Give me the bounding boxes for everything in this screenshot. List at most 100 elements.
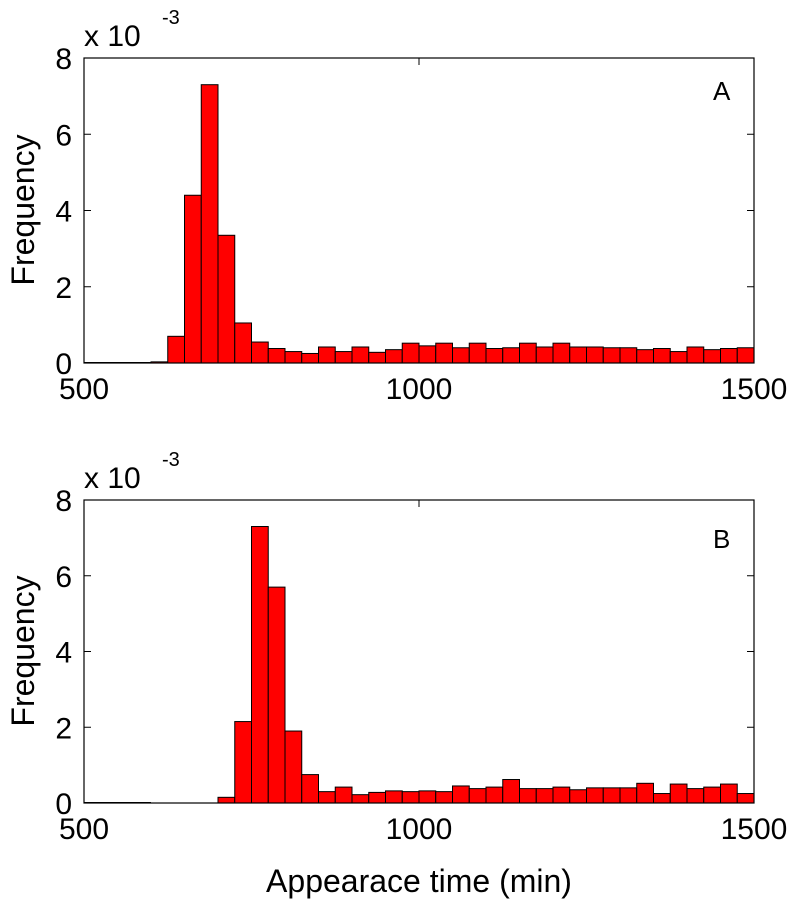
panel-a-exponent-prefix: x 10 (84, 20, 141, 53)
panel-a: 0 2 4 6 8 500 1000 1500 A x 10 -3 Frequency (5, 7, 787, 406)
panel-a-bar-6 (184, 194, 202, 364)
panel-a-bar-13 (301, 352, 319, 364)
panel-b-ytick-label-2: 4 (55, 637, 72, 670)
panel-a-bar-31 (602, 347, 621, 364)
panel-a-bar-24 (485, 348, 504, 364)
panel-b-ytick-label-0: 0 (55, 788, 72, 821)
panel-b-ticks: 0 2 4 6 8 500 1000 1500 (55, 485, 787, 846)
panel-a-bar-17 (368, 351, 386, 364)
panel-b-xtick-label-1: 1000 (386, 813, 453, 846)
panel-a-bar-12 (284, 351, 303, 364)
panel-b-xtick-label-2: 1500 (721, 813, 788, 846)
panel-b-bar-16 (351, 794, 370, 804)
panel-a-ytick-label-1: 2 (55, 272, 72, 305)
panel-b-bar-27 (535, 788, 554, 804)
panel-b-xtick-label-0: 500 (59, 813, 109, 846)
panel-b-bar-29 (569, 789, 587, 804)
panel-b-bar-31 (602, 787, 621, 804)
panel-b-bar-26 (519, 788, 537, 804)
panel-b-bar-11 (267, 586, 286, 804)
panel-b-bar-36 (686, 788, 705, 804)
panel-b-bar-17 (368, 791, 386, 804)
panel-b-exponent-power: -3 (162, 449, 180, 471)
panel-a-bar-20 (418, 345, 437, 364)
panel-b-bar-35 (669, 783, 688, 804)
panel-a-ytick-label-4: 8 (55, 43, 72, 76)
panel-b-bar-14 (318, 791, 336, 804)
panel-a-bar-25 (502, 347, 520, 364)
panel-b-ytick-label-3: 6 (55, 561, 72, 594)
panel-b-bar-10 (251, 526, 269, 804)
panel-a-bar-11 (267, 348, 286, 364)
panel-a-bar-37 (703, 349, 721, 364)
panel-a-exponent-power: -3 (162, 7, 180, 29)
panel-a-bar-22 (452, 347, 470, 364)
panel-b-bar-38 (720, 783, 738, 804)
panel-a-bar-30 (586, 346, 604, 364)
panel-a-bar-26 (519, 342, 537, 364)
panel-b-bar-37 (703, 786, 721, 804)
panel-a-bar-32 (619, 347, 638, 364)
panel-b-ytick-label-1: 2 (55, 712, 72, 745)
panel-b-ytick-label-4: 8 (55, 485, 72, 518)
panel-b-axes-frame (83, 499, 755, 804)
panel-a-bar-18 (385, 349, 403, 364)
panel-a-ytick-label-2: 4 (55, 196, 72, 229)
panel-a-label: A (713, 76, 731, 106)
panel-a-bar-9 (234, 322, 252, 364)
panel-b-bar-19 (401, 791, 420, 804)
panel-b-bar-13 (301, 774, 319, 804)
panel-b-bar-30 (586, 787, 604, 804)
panel-a-bar-21 (435, 342, 453, 364)
panel-b-xlabel: Appearace time (min) (266, 863, 572, 899)
panel-a-bar-38 (720, 348, 738, 364)
panel-a-ticks: 0 2 4 6 8 500 1000 1500 (55, 43, 787, 406)
panel-b-bar-33 (636, 782, 654, 804)
panel-b-bars (84, 526, 755, 804)
panel-b-bar-32 (619, 787, 638, 804)
panel-b-bar-22 (452, 785, 470, 804)
panel-a-bar-19 (401, 342, 420, 364)
panel-a-bar-34 (653, 348, 671, 364)
panel-a-xtick-label-0: 500 (59, 373, 109, 406)
panel-b-exponent-prefix: x 10 (84, 462, 141, 495)
panel-a-bar-33 (636, 349, 654, 364)
panel-a-bar-36 (686, 346, 705, 364)
panel-b-bar-24 (485, 786, 504, 804)
panel-a-bar-14 (318, 346, 336, 364)
panel-b-bar-39 (736, 793, 755, 804)
panel-b-bar-23 (468, 788, 487, 804)
panel-b-bar-12 (284, 730, 303, 804)
panel-b-label: B (713, 524, 730, 554)
panel-b-bar-18 (385, 790, 403, 804)
panel-a-bar-7 (200, 84, 219, 364)
panel-b-bar-28 (552, 786, 571, 804)
panel-a-bar-35 (669, 351, 688, 364)
panel-b-ylabel: Frequency (5, 575, 41, 726)
panel-a-bar-23 (468, 342, 487, 364)
panel-b-bar-34 (653, 793, 671, 804)
panel-b: 0 2 4 6 8 500 1000 1500 B x 10 -3 Frequency App… (5, 449, 787, 899)
panel-b-bar-25 (502, 779, 520, 804)
panel-a-bar-28 (552, 342, 571, 364)
panel-a-xtick-label-2: 1500 (721, 373, 788, 406)
panel-b-bar-9 (234, 721, 252, 804)
panel-a-ytick-label-3: 6 (55, 119, 72, 152)
panel-b-bar-8 (217, 796, 236, 804)
panel-a-ylabel: Frequency (5, 134, 41, 285)
panel-a-bar-8 (217, 234, 236, 364)
panel-a-xtick-label-1: 1000 (386, 373, 453, 406)
panel-a-bar-16 (351, 346, 370, 364)
panel-b-bar-21 (435, 791, 453, 804)
panel-a-bar-29 (569, 346, 587, 364)
panel-a-bar-5 (167, 335, 185, 364)
panel-a-bar-10 (251, 341, 269, 364)
panel-b-bar-15 (334, 786, 353, 804)
panel-b-bar-20 (418, 790, 437, 804)
panel-a-bar-39 (736, 347, 755, 364)
panel-a-bars (84, 84, 755, 364)
panel-a-bar-27 (535, 346, 554, 364)
panel-a-bar-15 (334, 351, 353, 364)
panel-a-ytick-label-0: 0 (55, 348, 72, 381)
